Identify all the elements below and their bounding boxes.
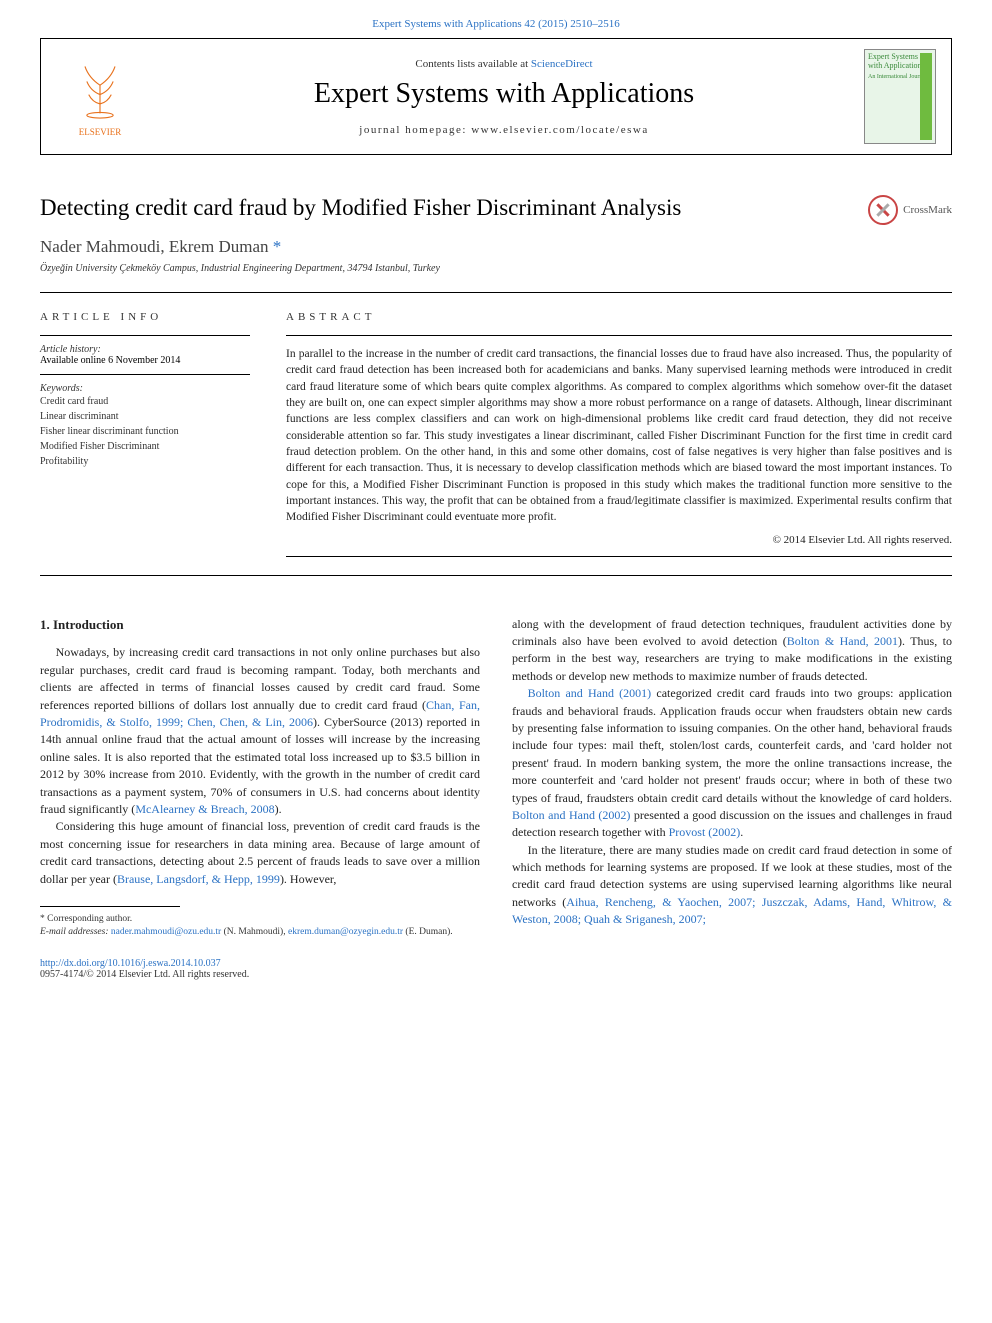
homepage-url: www.elsevier.com/locate/eswa [471, 124, 649, 136]
footnote-block: * Corresponding author. E-mail addresses… [40, 913, 480, 940]
email-link[interactable]: nader.mahmoudi@ozu.edu.tr [111, 927, 221, 937]
body-column-right: along with the development of fraud dete… [512, 616, 952, 940]
citation-link[interactable]: Chan, Fan, Prodromidis, & Stolfo, 1999; … [40, 698, 480, 729]
email-label: E-mail addresses: [40, 927, 111, 937]
top-citation: Expert Systems with Applications 42 (201… [0, 0, 992, 38]
homepage-label: journal homepage: [359, 124, 471, 136]
keyword: Profitability [40, 454, 250, 469]
keyword: Credit card fraud [40, 394, 250, 409]
citation-link[interactable]: Bolton and Hand (2001) [528, 686, 652, 700]
journal-header: ELSEVIER Contents lists available at Sci… [40, 38, 952, 155]
keyword: Linear discriminant [40, 409, 250, 424]
email-name: (N. Mahmoudi), [221, 927, 288, 937]
article-title: Detecting credit card fraud by Modified … [40, 195, 681, 221]
paragraph: along with the development of fraud dete… [512, 616, 952, 686]
abstract-copyright: © 2014 Elsevier Ltd. All rights reserved… [286, 534, 952, 546]
body-column-left: 1. Introduction Nowadays, by increasing … [40, 616, 480, 940]
elsevier-tree-icon [70, 57, 130, 127]
journal-homepage: journal homepage: www.elsevier.com/locat… [154, 124, 854, 136]
doi-link[interactable]: http://dx.doi.org/10.1016/j.eswa.2014.10… [40, 958, 221, 969]
abstract-column: ABSTRACT In parallel to the increase in … [286, 293, 952, 557]
section-heading-intro: 1. Introduction [40, 616, 480, 635]
email-link[interactable]: ekrem.duman@ozyegin.edu.tr [288, 927, 403, 937]
journal-cover-thumb: Expert Systems with Applications An Inte… [864, 49, 936, 144]
citation-link[interactable]: Brause, Langsdorf, & Hepp, 1999 [117, 872, 280, 886]
body-text: 1. Introduction Nowadays, by increasing … [40, 616, 952, 940]
paragraph: Considering this huge amount of financia… [40, 818, 480, 888]
page-footer: http://dx.doi.org/10.1016/j.eswa.2014.10… [40, 958, 952, 980]
article-info-heading: ARTICLE INFO [40, 311, 250, 323]
email-name: (E. Duman). [403, 927, 453, 937]
email-line: E-mail addresses: nader.mahmoudi@ozu.edu… [40, 926, 480, 939]
citation-link[interactable]: Bolton & Hand, 2001 [787, 634, 898, 648]
citation-link[interactable]: Aihua, Rencheng, & Yaochen, 2007; Juszcz… [512, 895, 952, 926]
divider [40, 575, 952, 576]
keyword: Fisher linear discriminant function [40, 424, 250, 439]
issn-copyright: 0957-4174/© 2014 Elsevier Ltd. All right… [40, 969, 249, 980]
abstract-heading: ABSTRACT [286, 311, 952, 323]
keyword: Modified Fisher Discriminant [40, 439, 250, 454]
contents-prefix: Contents lists available at [415, 58, 530, 70]
contents-line: Contents lists available at ScienceDirec… [154, 58, 854, 70]
crossmark-label: CrossMark [903, 204, 952, 216]
citation-link[interactable]: McAlearney & Breach, 2008 [135, 802, 274, 816]
history-value: Available online 6 November 2014 [40, 355, 250, 366]
cover-bar-icon [920, 53, 932, 140]
history-label: Article history: [40, 344, 250, 355]
paragraph: In the literature, there are many studie… [512, 842, 952, 929]
keywords-label: Keywords: [40, 383, 250, 394]
article-info-column: ARTICLE INFO Article history: Available … [40, 293, 250, 557]
authors: Nader Mahmoudi, Ekrem Duman * [40, 237, 952, 257]
citation-link[interactable]: Bolton and Hand (2002) [512, 808, 630, 822]
footnote-divider [40, 906, 180, 907]
author-names: Nader Mahmoudi, Ekrem Duman [40, 237, 269, 256]
publisher-name: ELSEVIER [79, 127, 122, 137]
corresponding-author-note: * Corresponding author. [40, 913, 480, 926]
crossmark-icon [868, 195, 898, 225]
paragraph: Bolton and Hand (2001) categorized credi… [512, 685, 952, 842]
abstract-text: In parallel to the increase in the numbe… [286, 346, 952, 526]
journal-name: Expert Systems with Applications [154, 78, 854, 110]
sciencedirect-link[interactable]: ScienceDirect [531, 58, 593, 70]
citation-link[interactable]: Provost (2002) [669, 825, 741, 839]
corresponding-mark[interactable]: * [273, 237, 282, 256]
paragraph: Nowadays, by increasing credit card tran… [40, 644, 480, 818]
affiliation: Özyeğin University Çekmeköy Campus, Indu… [40, 263, 952, 274]
crossmark-badge[interactable]: CrossMark [868, 195, 952, 225]
keywords-list: Credit card fraud Linear discriminant Fi… [40, 394, 250, 469]
publisher-logo: ELSEVIER [56, 49, 144, 144]
